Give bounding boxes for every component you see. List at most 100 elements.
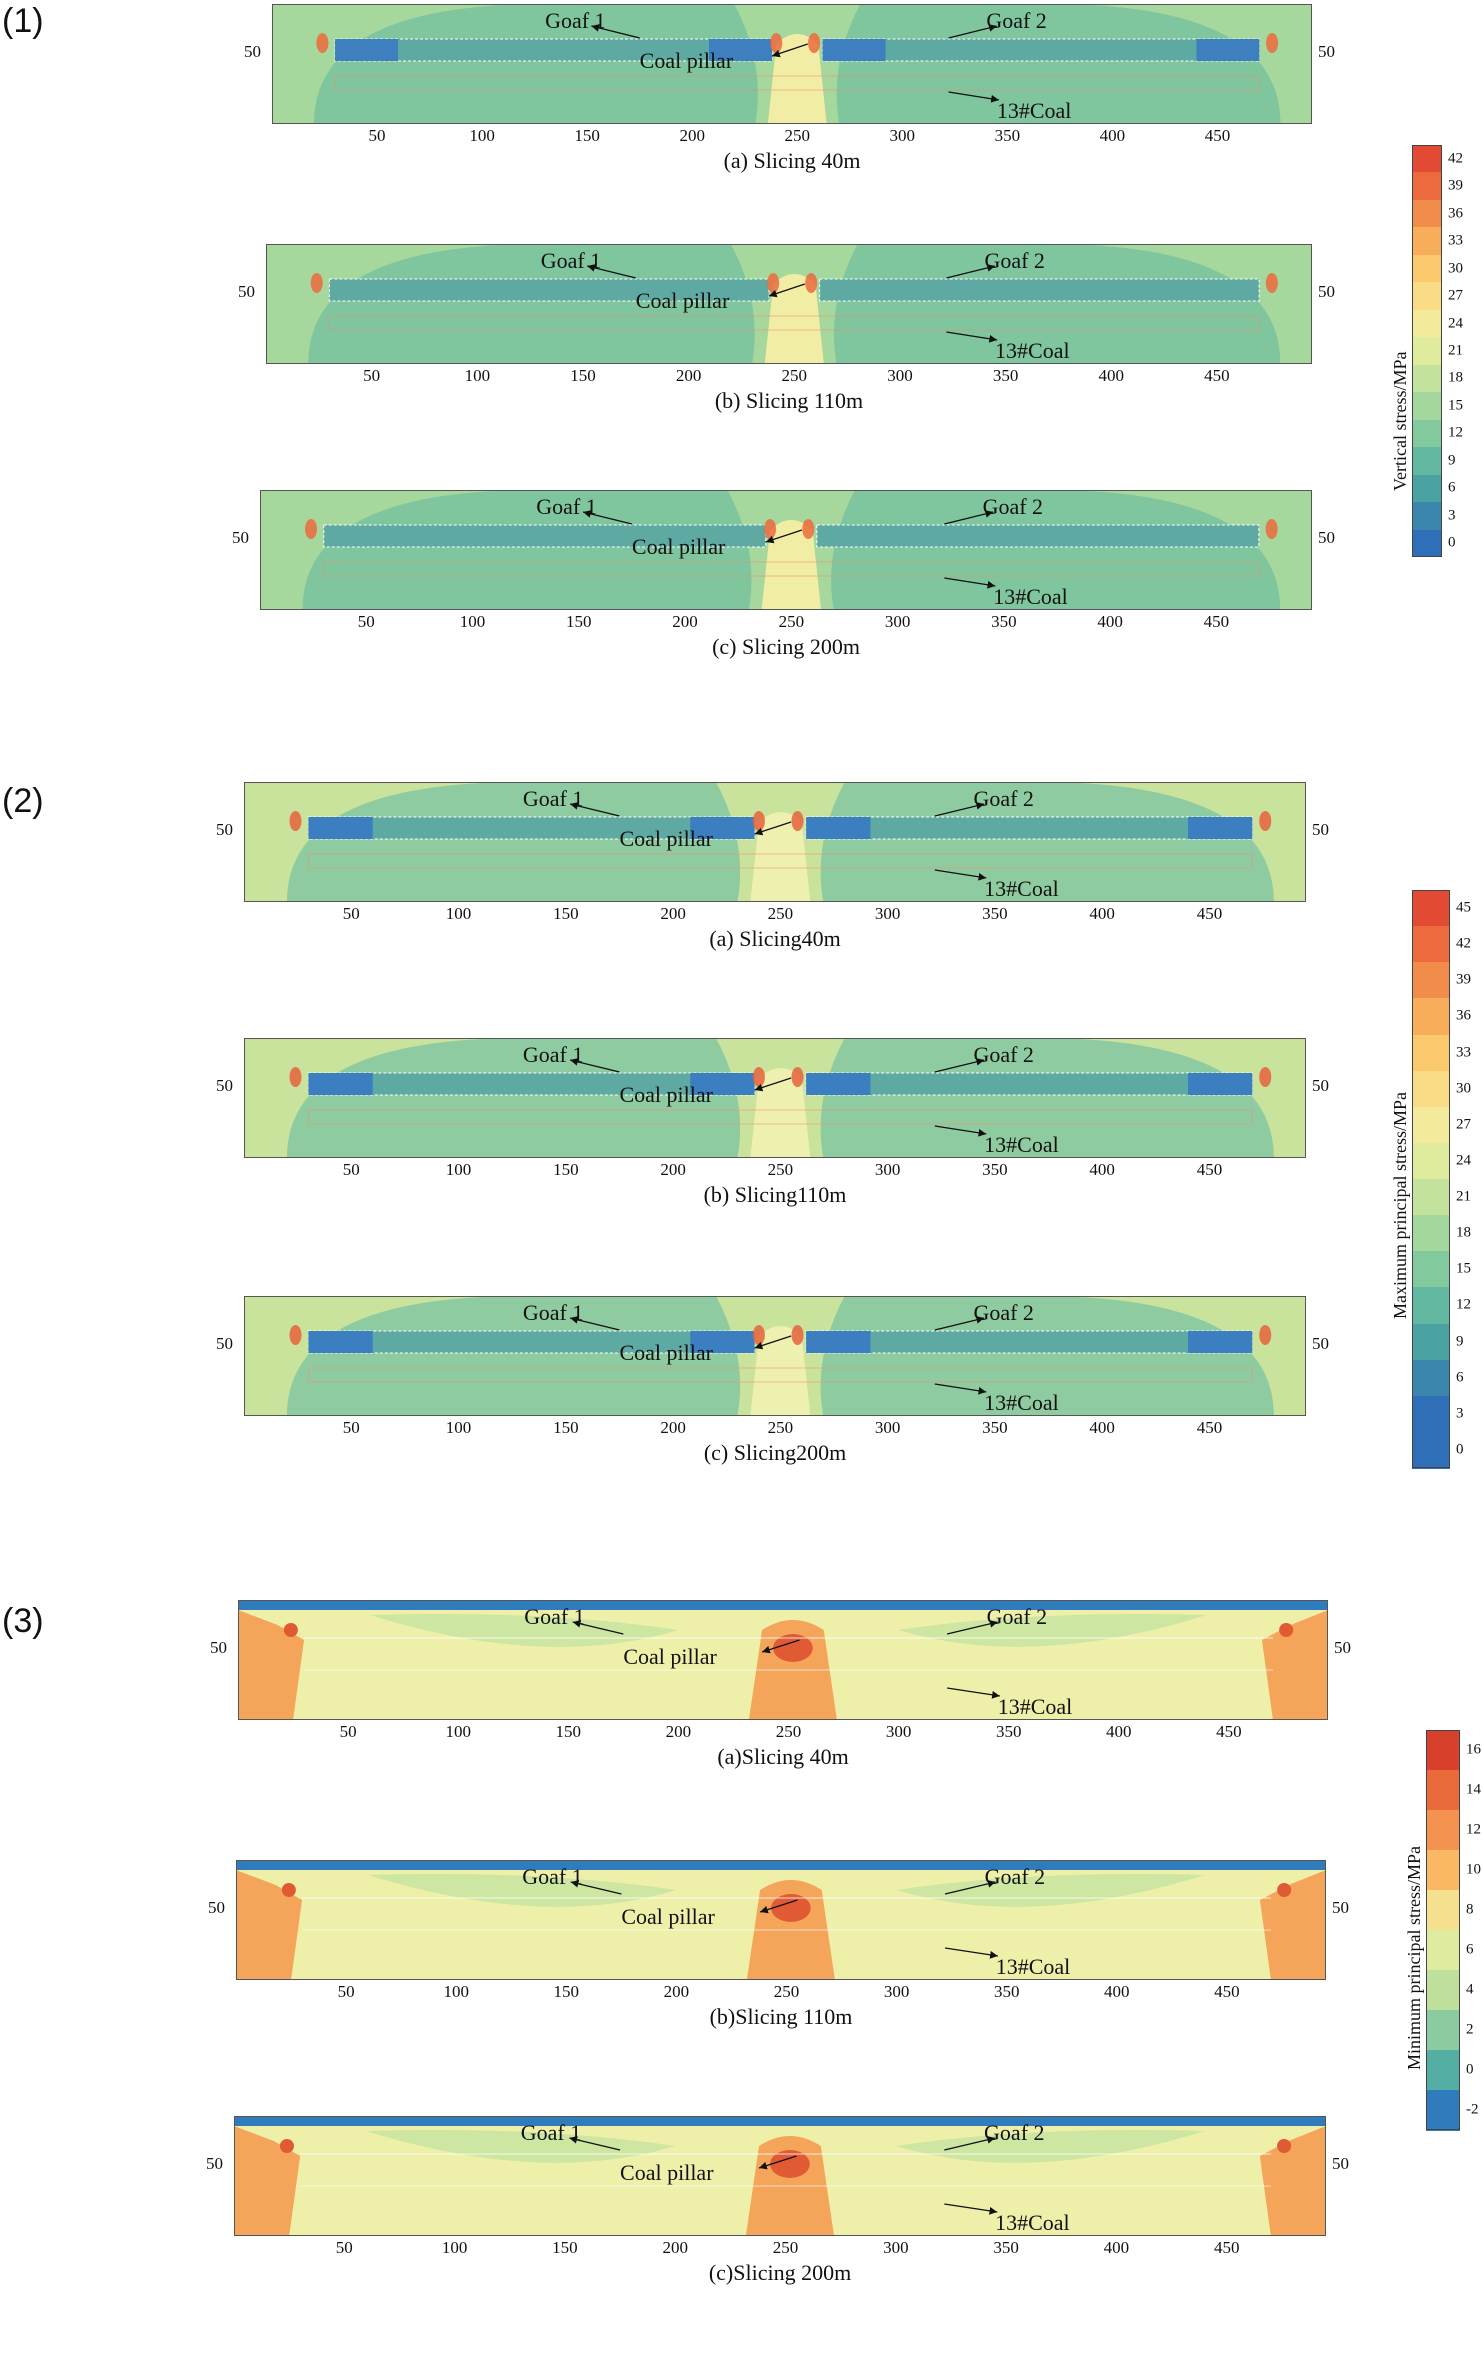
right-corner-hotspot [1277, 1883, 1292, 1897]
x-tick-250: 250 [784, 126, 811, 145]
annotation-arrows [572, 1620, 1000, 1699]
colorbar-segment-5 [1412, 282, 1442, 311]
y-tick-50-left: 50 [208, 1898, 225, 1917]
pillar-plume [767, 34, 827, 124]
goaf2-right-core [1196, 39, 1260, 61]
stress-concentration-3 [1259, 811, 1272, 831]
colorbar-segment-11 [1412, 447, 1442, 476]
x-tick-450: 450 [1214, 1982, 1240, 2001]
x-tick-400: 400 [1097, 612, 1123, 631]
y-tick-50-right: 50 [1334, 1638, 1351, 1657]
colorbar-segment-10 [1412, 1251, 1450, 1288]
coal-seam-outline [334, 75, 1260, 91]
arrow-coal-pillar [754, 1335, 792, 1350]
colorbar-tick-9: -2 [1466, 2101, 1479, 2118]
colorbar-tick-8: 0 [1466, 2061, 1474, 2078]
arrow-13-coal [934, 869, 987, 881]
left-corner-hotspot [283, 1623, 298, 1637]
arrow-goaf-1 [582, 510, 633, 525]
y-tick-50-right: 50 [1312, 820, 1329, 839]
goaf1-right-core [690, 817, 755, 839]
colorbar-tick-13: 3 [1448, 507, 1456, 524]
x-tick-200: 200 [660, 904, 686, 923]
coal-seam-outline [323, 561, 1260, 577]
colorbar-tick-2: 36 [1448, 205, 1463, 222]
x-tick-450: 450 [1213, 2238, 1240, 2257]
arrow-13-coal [944, 1947, 998, 1959]
y-tick-50-left: 50 [216, 1076, 233, 1095]
x-tick-300: 300 [887, 366, 913, 385]
x-tick-50: 50 [363, 366, 381, 385]
arrow-goaf-1 [587, 264, 636, 279]
colorbar-segment-0 [1412, 145, 1442, 173]
colorbar-max-principal-stress: 45 42 39 36 33 30 27 24 21 18 15 12 9 6 3 0 Maximum prin… [1390, 890, 1471, 1469]
goaf2-rect [819, 278, 1260, 302]
right-edge-zone [1261, 1610, 1328, 1720]
colorbar-segment-9 [1412, 1215, 1450, 1252]
x-tick-200: 200 [679, 126, 705, 145]
colorbar-segment-11 [1412, 1287, 1450, 1324]
x-tick-400: 400 [1089, 904, 1115, 923]
colorbar-tick-4: 8 [1466, 1901, 1474, 1918]
y-tick-50-left: 50 [216, 1334, 233, 1353]
goaf1-right-core [709, 39, 773, 61]
colorbar-tick-8: 18 [1448, 369, 1463, 386]
colorbar-tick-5: 30 [1456, 1080, 1471, 1097]
arrow-goaf-2 [934, 1316, 985, 1331]
colorbar-segment-13 [1412, 502, 1442, 531]
x-tick-50: 50 [342, 1418, 360, 1437]
goaf2-field [820, 782, 1274, 902]
colorbar-tick-2: 12 [1466, 1821, 1481, 1838]
x-tick-400: 400 [1099, 126, 1126, 145]
goaf2-field [896, 1874, 1205, 1907]
x-tick-100: 100 [469, 126, 495, 145]
colorbar-tick-6: 24 [1448, 315, 1463, 332]
colorbar-segment-3 [1412, 998, 1450, 1035]
stress-concentration-1 [752, 1067, 765, 1087]
x-tick-400: 400 [1104, 1982, 1130, 2001]
plot-frame [238, 1600, 1328, 1720]
colorbar-segment-15 [1412, 1431, 1450, 1469]
goaf2-field [833, 244, 1281, 364]
annotation-arrows [569, 802, 987, 881]
colorbar-tick-1: 14 [1466, 1781, 1481, 1798]
x-tick-100: 100 [464, 366, 491, 385]
label-coal-pillar: Coal pillar [619, 1082, 713, 1107]
colorbar-tick-4: 30 [1448, 260, 1463, 277]
colorbar-tick-1: 39 [1448, 177, 1463, 194]
colorbar-segment-0 [1426, 1730, 1460, 1771]
label-coal-pillar: Coal pillar [619, 1340, 713, 1365]
coal-seam-outline [307, 1367, 1253, 1383]
contour-panel-maxprincipal-a: 50 50 50 100 150 200 250 300 350 400 450 (a) Slicin… [216, 782, 1356, 962]
goaf1-rect [323, 524, 767, 548]
y-tick-50-left: 50 [232, 528, 249, 547]
arrow-goaf-2 [946, 264, 996, 279]
arrow-goaf-2 [934, 1058, 985, 1073]
plot-frame [236, 1860, 1326, 1980]
plot-frame [244, 1038, 1306, 1158]
colorbar-segment-3 [1412, 227, 1442, 256]
colorbar-segment-14 [1412, 1395, 1450, 1433]
stress-concentration-0 [289, 1067, 302, 1087]
colorbar-segment-14 [1412, 529, 1442, 558]
stress-concentration-2 [808, 33, 821, 53]
colorbar-tick-6: 4 [1466, 1981, 1474, 1998]
x-tick-50: 50 [335, 2238, 353, 2257]
label-13-coal: 13#Coal [995, 1954, 1071, 1979]
y-tick-50-right: 50 [1318, 282, 1335, 301]
y-tick-50-left: 50 [216, 820, 233, 839]
x-tick-350: 350 [982, 1160, 1008, 1179]
colorbar-tick-7: 21 [1448, 342, 1463, 359]
arrow-13-coal [948, 91, 1000, 103]
pillar-plume [761, 520, 822, 610]
x-tick-100: 100 [443, 1982, 469, 2001]
colorbar-title: Vertical stress/MPa [1390, 351, 1410, 491]
arrow-goaf-2 [948, 24, 998, 39]
goaf1-field [370, 1614, 679, 1647]
contour-field [244, 782, 1306, 902]
annotation-arrows [569, 1058, 987, 1137]
x-tick-300: 300 [884, 612, 911, 631]
x-tick-150: 150 [552, 2238, 578, 2257]
colorbar-segment-8 [1426, 2050, 1460, 2091]
goaf1-field [366, 2130, 676, 2163]
